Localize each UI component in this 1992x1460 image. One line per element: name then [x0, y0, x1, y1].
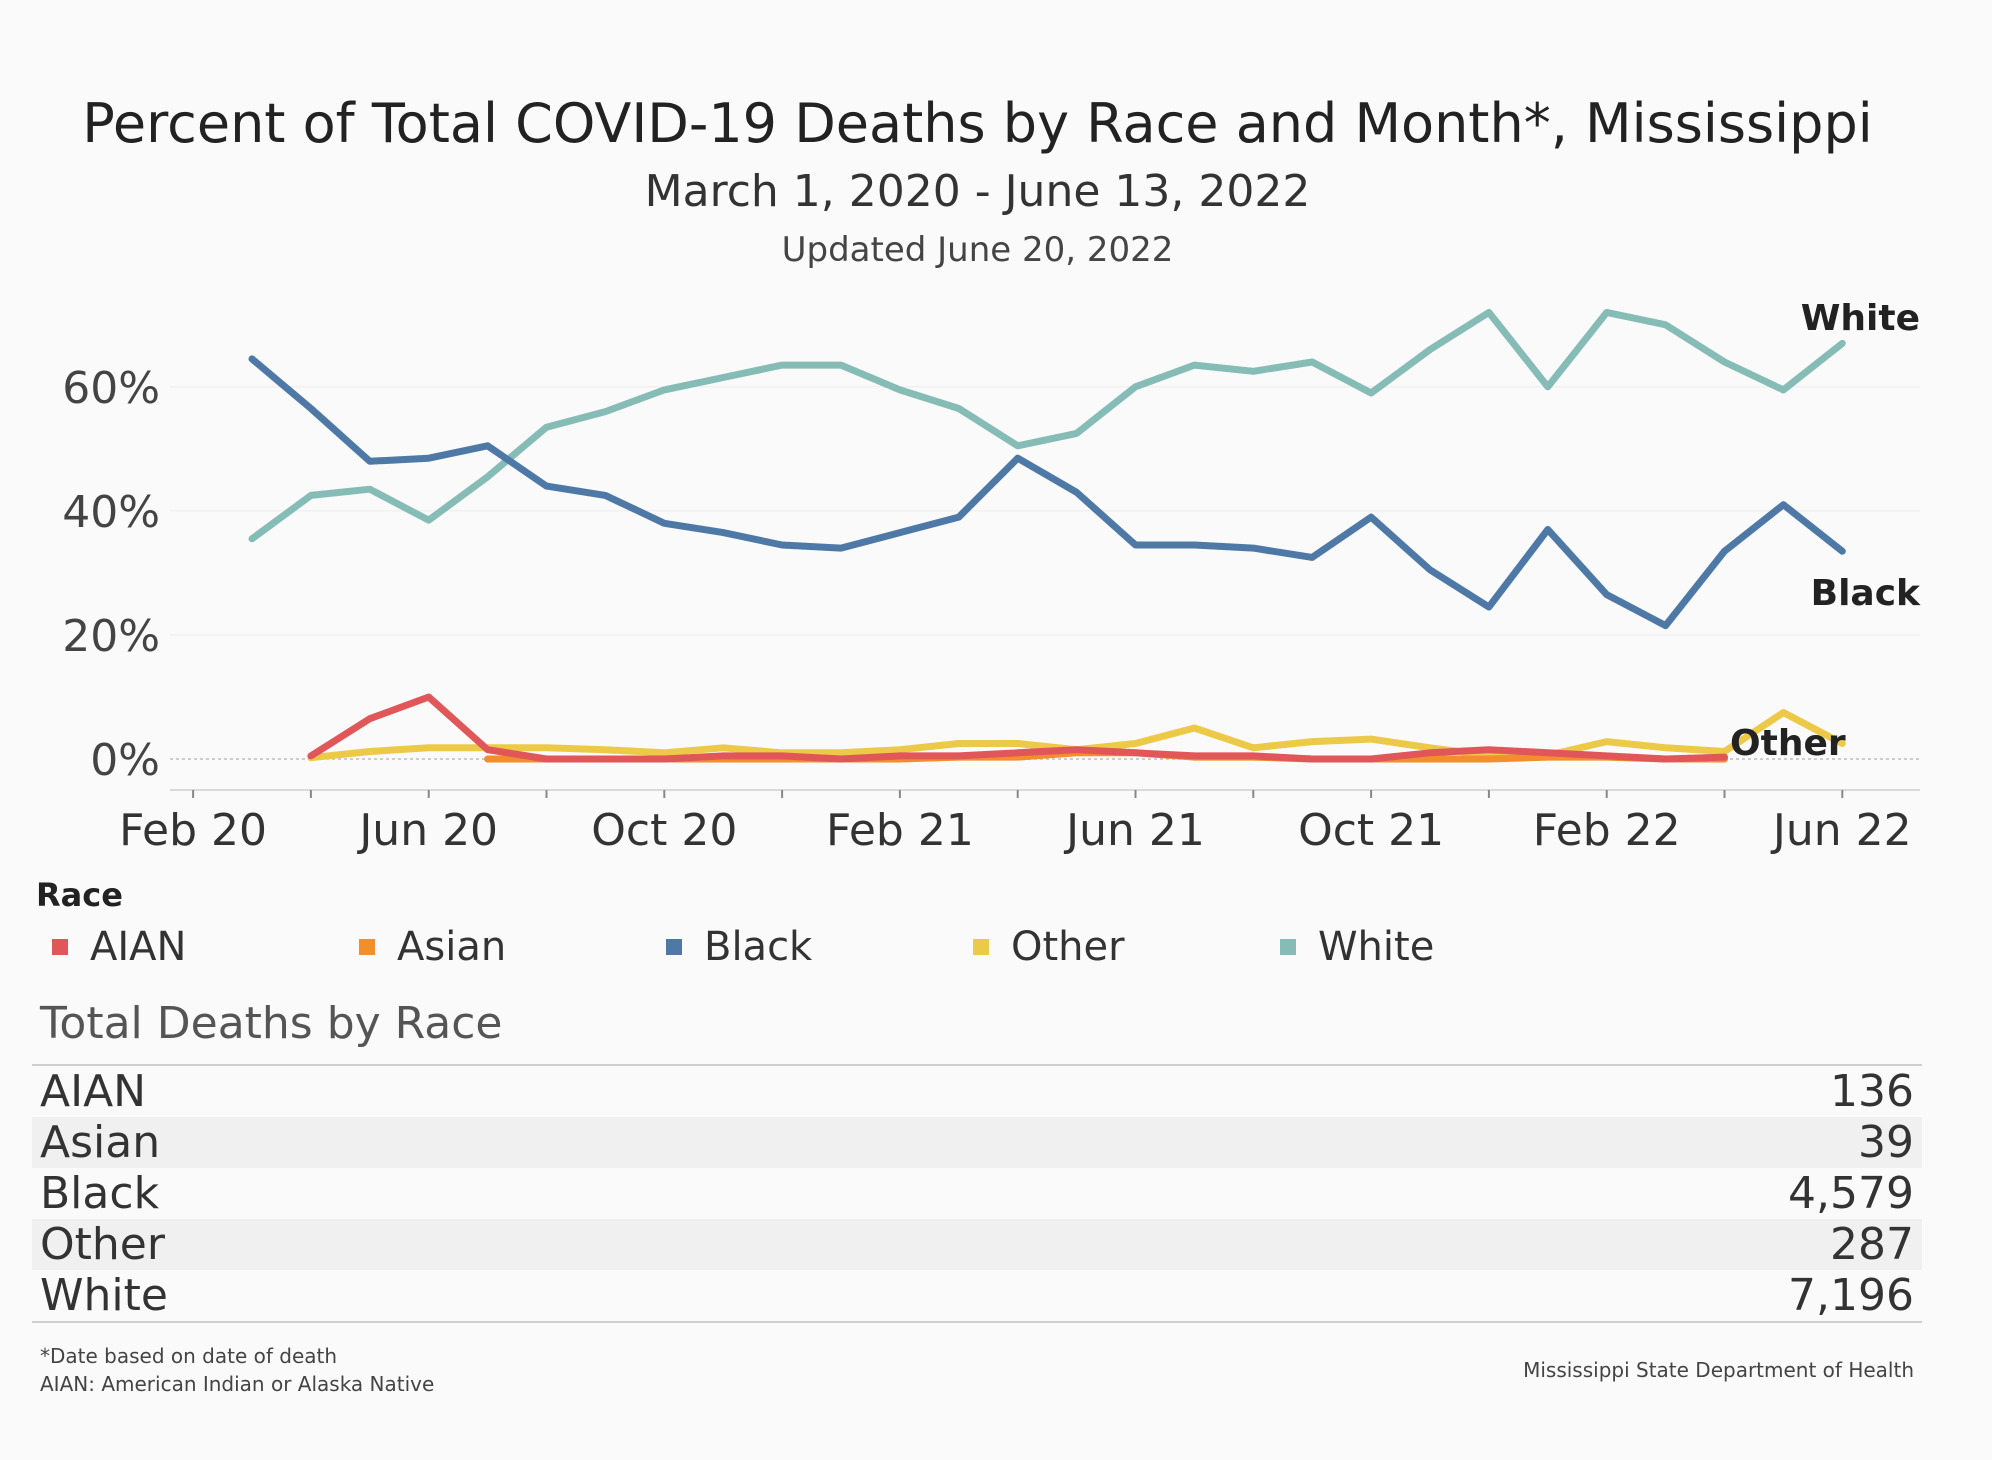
end-label-other: Other — [1730, 723, 1846, 764]
legend-item-white[interactable]: White — [1280, 922, 1434, 972]
footnote-date: *Date based on date of death — [40, 1344, 338, 1368]
legend-swatch — [359, 939, 375, 955]
race-name: Black — [40, 1168, 160, 1219]
death-count: 287 — [1830, 1219, 1914, 1270]
race-name: Other — [40, 1219, 165, 1270]
series-lines — [248, 308, 1846, 763]
updated-date: Updated June 20, 2022 — [781, 230, 1174, 270]
legend-label: White — [1318, 924, 1435, 970]
x-tick-label: Feb 22 — [1533, 805, 1681, 856]
table-row: White 7,196 — [32, 1270, 1922, 1321]
death-count: 7,196 — [1788, 1270, 1914, 1321]
footnote-aian: AIAN: American Indian or Alaska Native — [40, 1372, 435, 1396]
legend-title: Race — [36, 876, 123, 914]
y-tick-label: 60% — [62, 363, 160, 414]
chart-title: Percent of Total COVID-19 Deaths by Race… — [82, 92, 1873, 155]
legend-label: Black — [704, 924, 813, 970]
legend: AIAN Asian Black Other White — [52, 922, 1552, 972]
x-tick-label: Oct 21 — [1298, 805, 1444, 856]
y-tick-label: 40% — [62, 487, 160, 538]
end-label-black: Black — [1811, 573, 1921, 614]
source-credit: Mississippi State Department of Health — [1523, 1358, 1914, 1382]
race-name: AIAN — [40, 1066, 147, 1117]
series-line-aian — [307, 693, 1728, 763]
x-tick-label: Oct 20 — [591, 805, 737, 856]
axes: 0% 20% 40% 60% Feb 20 Jun 20 Oct 20 Feb 21 Jun 2… — [62, 363, 1920, 856]
chart-subtitle: March 1, 2020 - June 13, 2022 — [644, 166, 1311, 217]
series-end-labels: White Black Other — [1730, 298, 1921, 764]
end-label-white: White — [1801, 298, 1920, 339]
death-count: 39 — [1858, 1117, 1914, 1168]
x-tick-label: Feb 20 — [119, 805, 267, 856]
legend-item-aian[interactable]: AIAN — [52, 922, 186, 972]
x-tick-label: Jun 21 — [1063, 805, 1205, 856]
race-name: White — [40, 1270, 168, 1321]
death-count: 136 — [1830, 1066, 1914, 1117]
series-line-black — [248, 355, 1846, 630]
race-name: Asian — [40, 1117, 161, 1168]
legend-swatch — [973, 939, 989, 955]
totals-title: Total Deaths by Race — [40, 998, 503, 1049]
table-row: AIAN 136 — [32, 1066, 1922, 1117]
legend-item-other[interactable]: Other — [973, 922, 1125, 972]
legend-label: Asian — [397, 924, 507, 970]
line-chart: 0% 20% 40% 60% Feb 20 Jun 20 Oct 20 Feb 21 Jun 2… — [62, 298, 1921, 856]
x-tick-label: Feb 21 — [826, 805, 974, 856]
totals-table: AIAN 136 Asian 39 Black 4,579 Other 287 White 7,1… — [32, 1064, 1922, 1323]
legend-item-asian[interactable]: Asian — [359, 922, 506, 972]
y-tick-label: 0% — [90, 735, 160, 786]
table-row: Other 287 — [32, 1219, 1922, 1270]
y-tick-label: 20% — [62, 611, 160, 662]
legend-swatch — [666, 939, 682, 955]
table-row: Asian 39 — [32, 1117, 1922, 1168]
x-tick-label: Jun 20 — [356, 805, 498, 856]
legend-label: AIAN — [90, 924, 187, 970]
legend-swatch — [1280, 939, 1296, 955]
legend-swatch — [52, 939, 68, 955]
death-count: 4,579 — [1788, 1168, 1914, 1219]
table-row: Black 4,579 — [32, 1168, 1922, 1219]
series-line-white — [248, 308, 1846, 543]
legend-label: Other — [1011, 924, 1125, 970]
x-tick-label: Jun 22 — [1770, 805, 1912, 856]
legend-item-black[interactable]: Black — [666, 922, 812, 972]
